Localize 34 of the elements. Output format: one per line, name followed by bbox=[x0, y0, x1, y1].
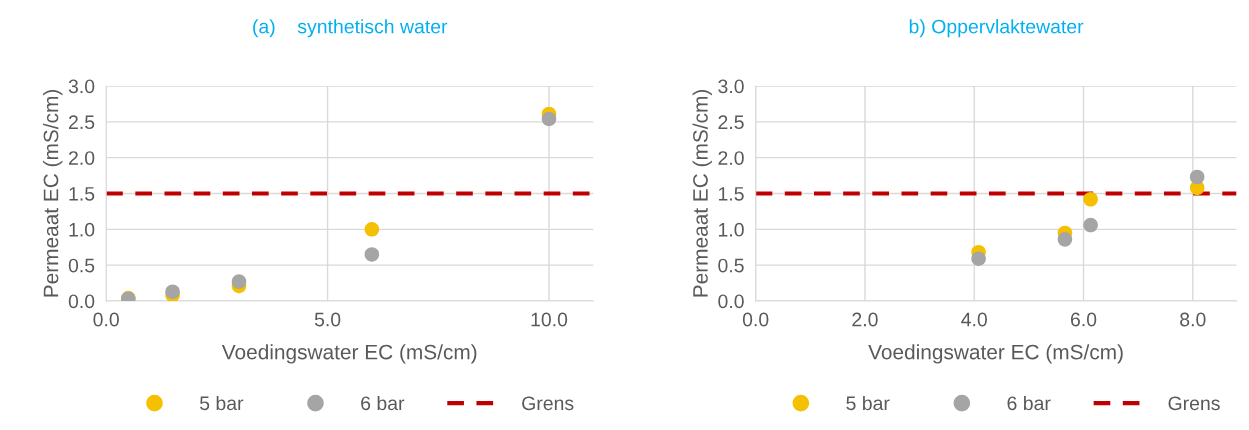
legend-label: 5 bar bbox=[846, 395, 890, 411]
y-tick-label: 0.0 bbox=[68, 294, 95, 309]
x-axis-title: Voedingswater EC (mS/cm) bbox=[868, 344, 1123, 364]
y-tick-label: 0.0 bbox=[718, 294, 744, 309]
y-tick-label: 2.0 bbox=[69, 151, 95, 165]
y-tick-label: 3.0 bbox=[68, 79, 95, 94]
y-tick-label: 0.5 bbox=[718, 258, 744, 273]
chart-title: b) Oppervlaktewater bbox=[909, 19, 1084, 38]
y-tick-label: 0.5 bbox=[68, 258, 95, 273]
x-tick-label: 8.0 bbox=[1180, 312, 1206, 327]
legend-label: 5 bar bbox=[199, 395, 244, 411]
x-tick-label: 10.0 bbox=[531, 312, 568, 327]
y-tick-label: 1.5 bbox=[718, 187, 744, 201]
legend-label: 6 bar bbox=[361, 395, 405, 411]
y-tick-label: 2.0 bbox=[718, 151, 744, 165]
legend-label: Grens bbox=[1168, 396, 1220, 411]
x-tick-label: 2.0 bbox=[852, 312, 878, 327]
y-tick-label: 2.5 bbox=[69, 115, 95, 130]
x-tick-label: 6.0 bbox=[1070, 312, 1097, 327]
x-axis-title: Voedingswater EC (mS/cm) bbox=[221, 344, 477, 364]
x-tick-label: 0.0 bbox=[742, 312, 769, 327]
y-tick-label: 1.0 bbox=[718, 222, 744, 237]
y-tick-label: 3.0 bbox=[718, 79, 744, 94]
y-tick-label: 2.5 bbox=[718, 115, 744, 130]
x-tick-label: 5.0 bbox=[314, 312, 341, 327]
legend-label: Grens bbox=[522, 396, 574, 411]
y-axis-title: Permeaat EC (mS/cm) bbox=[43, 90, 63, 297]
chart-title: (a) synthetisch water bbox=[253, 19, 448, 38]
y-tick-label: 1.5 bbox=[69, 187, 95, 201]
y-axis-title: Permeaat EC (mS/cm) bbox=[692, 90, 712, 297]
x-tick-label: 4.0 bbox=[961, 312, 987, 327]
x-tick-label: 0.0 bbox=[93, 312, 119, 327]
y-tick-label: 1.0 bbox=[69, 222, 95, 237]
legend-label: 6 bar bbox=[1007, 395, 1051, 411]
